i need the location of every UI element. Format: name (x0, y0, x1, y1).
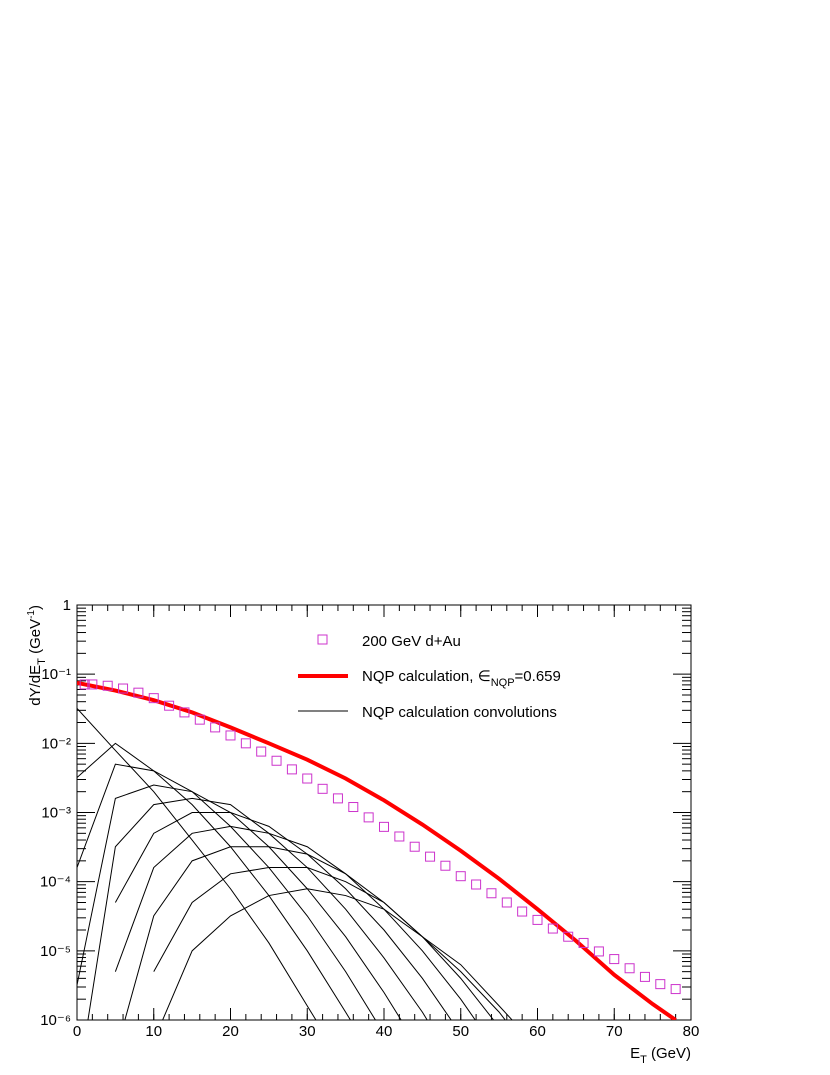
convolution-curve (114, 825, 476, 1020)
legend-label: NQP calculation convolutions (362, 704, 557, 721)
data-point (317, 783, 328, 794)
y-label-sup: -1 (26, 610, 37, 619)
data-point (133, 687, 144, 698)
x-label-tail: (GeV) (647, 1045, 691, 1062)
x-tick-label: 80 (683, 1023, 700, 1040)
x-tick-label: 30 (299, 1023, 316, 1040)
y-tick-label: 10⁻⁶ (40, 1012, 71, 1029)
y-label-mid: (GeV (27, 619, 44, 658)
y-tick-label: 1 (63, 597, 71, 614)
data-point (286, 764, 297, 775)
legend-label: NQP calculation, ∈NQP=0.659 (362, 668, 561, 689)
legend-label-text: NQP calculation, (362, 668, 478, 685)
data-point (578, 937, 589, 948)
y-tick-label: 10⁻¹ (41, 666, 71, 683)
y-tick-label: 10⁻⁴ (40, 874, 71, 891)
data-point (240, 738, 251, 749)
x-tick-label: 0 (73, 1023, 81, 1040)
data-point (164, 700, 175, 711)
data-point (563, 931, 574, 942)
convolution-curve (124, 846, 495, 1020)
x-tick-label: 20 (222, 1023, 239, 1040)
data-point (425, 851, 436, 862)
convolution-curve (153, 867, 506, 1020)
convolution-curve (77, 708, 317, 1020)
y-tick-label: 10⁻² (41, 735, 71, 752)
data-point (501, 897, 512, 908)
data-point (471, 879, 482, 890)
x-axis-label: ET (GeV) (630, 1045, 691, 1066)
x-label-sub: T (640, 1054, 647, 1066)
data-point (409, 841, 420, 852)
data-point (593, 946, 604, 957)
data-point (79, 679, 90, 690)
data-point (486, 888, 497, 899)
data-point (394, 831, 405, 842)
data-point (271, 755, 282, 766)
data-point (102, 680, 113, 691)
y-label-sub: T (36, 658, 48, 665)
data-point (302, 773, 313, 784)
legend-label-sub: NQP (491, 677, 515, 689)
data-point (118, 683, 129, 694)
data-point (363, 812, 374, 823)
legend-marker (317, 634, 328, 645)
convolution-curve (162, 888, 513, 1020)
x-tick-label: 10 (145, 1023, 162, 1040)
data-point (379, 821, 389, 832)
data-point (532, 914, 543, 925)
x-tick-label: 50 (452, 1023, 469, 1040)
y-tick-label: 10⁻⁵ (40, 943, 71, 960)
y-axis-label: dY/dET (GeV-1) (26, 605, 48, 706)
legend-label-symbol: ∈ (478, 668, 491, 685)
data-point (455, 871, 466, 882)
legend-label: 200 GeV d+Au (362, 633, 461, 650)
y-label-text: dY/dE (27, 665, 44, 706)
y-label-tail: ) (27, 605, 44, 610)
data-point (87, 679, 98, 690)
data-point (624, 963, 635, 974)
data-point (332, 793, 343, 804)
plot-area (77, 679, 681, 1020)
data-point (348, 802, 359, 813)
convolution-curve (77, 784, 402, 1020)
convolution-curve (87, 797, 428, 1020)
data-point (225, 730, 236, 741)
legend-label-tail: =0.659 (515, 668, 561, 685)
x-label-text: E (630, 1045, 640, 1062)
convolution-curve (77, 763, 377, 1020)
data-point (210, 722, 221, 733)
x-tick-label: 40 (376, 1023, 393, 1040)
data-point (179, 707, 190, 718)
y-tick-label: 10⁻³ (41, 805, 71, 822)
data-point (517, 906, 528, 917)
data-point (440, 860, 451, 871)
data-point (655, 979, 666, 990)
data-point (256, 746, 267, 757)
data-point (194, 714, 205, 725)
x-tick-label: 70 (606, 1023, 623, 1040)
data-point (639, 971, 650, 982)
data-point (148, 693, 159, 704)
fit-line (77, 680, 677, 1020)
data-point (609, 954, 620, 965)
data-point (670, 984, 681, 995)
x-tick-label: 60 (529, 1023, 546, 1040)
data-point (547, 923, 558, 934)
